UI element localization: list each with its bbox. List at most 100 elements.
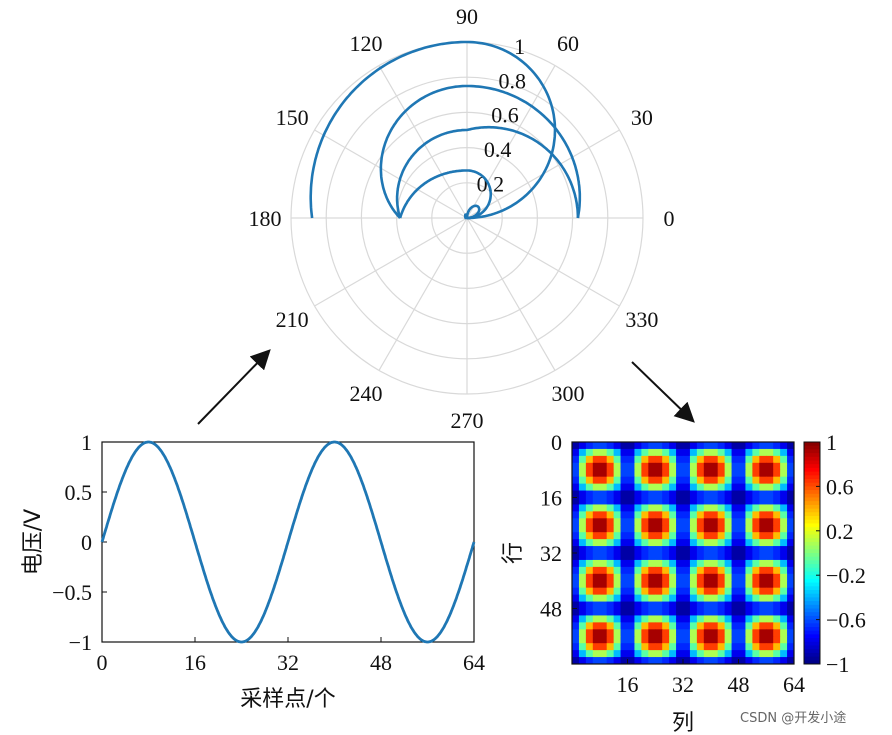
heatmap-cell — [655, 629, 663, 637]
heatmap-cell — [634, 580, 642, 589]
heatmap-cell — [648, 622, 656, 630]
heatmap-cell — [787, 476, 795, 485]
heatmap-cell — [572, 601, 580, 609]
heatmap-cell — [648, 636, 656, 644]
heatmap-cell — [627, 580, 635, 589]
heatmap-cell — [578, 573, 587, 582]
heatmap-cell — [572, 615, 580, 623]
heatmap-cell — [717, 553, 726, 561]
heatmap-cell — [606, 587, 615, 596]
heatmap-cell — [592, 566, 601, 575]
heatmap-cell — [634, 448, 642, 457]
heatmap-cell — [592, 636, 601, 644]
heatmap-cell — [634, 615, 642, 623]
heatmap-cell — [738, 483, 746, 491]
heatmap-cell — [703, 532, 712, 540]
heatmap-cell — [731, 546, 739, 554]
heatmap-cell — [738, 497, 746, 505]
heatmap-cell — [717, 511, 726, 519]
heatmap-cell — [766, 553, 774, 561]
polar-series-inner-b — [398, 169, 493, 220]
heatmap-cell — [696, 559, 705, 568]
heatmap-cell — [648, 643, 656, 651]
heatmap-cell — [662, 636, 670, 644]
colorbar-segment — [804, 571, 820, 576]
heatmap-x-tick-label: 16 — [617, 672, 639, 697]
heatmap-cell — [627, 525, 635, 533]
heatmap-cell — [572, 594, 580, 602]
heatmap-cell — [703, 469, 712, 478]
colorbar-segment — [804, 512, 820, 517]
heatmap-cell — [773, 587, 781, 596]
heatmap-cell — [689, 608, 698, 616]
heatmap-cell — [696, 573, 705, 582]
heatmap-cell — [662, 504, 670, 512]
heatmap-cell — [745, 448, 753, 457]
heatmap-cell — [683, 483, 691, 491]
heatmap-cell — [648, 455, 656, 464]
heatmap-cell — [662, 518, 670, 526]
heatmap-cell — [731, 490, 739, 498]
heatmap-cell — [592, 448, 601, 457]
heatmap-cell — [724, 601, 732, 609]
heatmap-cell — [578, 532, 587, 540]
heatmap-cell — [627, 442, 635, 450]
heatmap-cell — [599, 608, 608, 616]
colorbar-segment — [804, 527, 820, 532]
heatmap-cell — [703, 587, 712, 596]
y-tick-label: 1 — [81, 430, 92, 455]
heatmap-cell — [745, 580, 753, 589]
heatmap-cell — [592, 518, 601, 526]
heatmap-cell — [662, 615, 670, 623]
heatmap-cell — [683, 455, 691, 464]
heatmap-cell — [620, 643, 628, 651]
heatmap-cell — [731, 566, 739, 575]
heatmap-cell — [572, 476, 580, 485]
heatmap-cell — [752, 573, 760, 582]
heatmap-cell — [683, 580, 691, 589]
polar-grid-spoke — [314, 129, 468, 219]
heatmap-cell — [572, 587, 580, 596]
heatmap-cell — [689, 580, 698, 589]
heatmap-cell — [585, 518, 594, 526]
heatmap-cell — [613, 643, 621, 651]
heatmap-cell — [738, 504, 746, 512]
heatmap-cell — [641, 587, 649, 596]
heatmap-cell — [766, 469, 774, 478]
heatmap-cell — [759, 525, 767, 533]
heatmap-cell — [759, 532, 767, 540]
heatmap-cell — [620, 608, 628, 616]
heatmap-cell — [724, 559, 732, 568]
x-axis-label: 采样点/个 — [240, 687, 335, 712]
heatmap-cell — [710, 636, 719, 644]
heatmap-cell — [599, 469, 608, 478]
heatmap-cell — [710, 594, 719, 602]
heatmap-cell — [717, 504, 726, 512]
heatmap-cell — [689, 462, 698, 471]
heatmap-cell — [599, 629, 608, 637]
colorbar-segment — [804, 578, 820, 584]
heatmap-cell — [676, 608, 684, 616]
heatmap-cell — [578, 615, 587, 623]
heatmap-cell — [717, 573, 726, 582]
heatmap-cell — [676, 455, 684, 464]
heatmap-cell — [731, 476, 739, 485]
heatmap-cell — [578, 657, 587, 665]
heatmap-cell — [745, 636, 753, 644]
heatmap-cell — [627, 511, 635, 519]
heatmap-cell — [752, 511, 760, 519]
heatmap-cell — [703, 650, 712, 658]
heatmap-cell — [759, 650, 767, 658]
heatmap-cell — [613, 532, 621, 540]
heatmap-cell — [599, 476, 608, 485]
heatmap-cell — [683, 525, 691, 533]
heatmap-cell — [787, 448, 795, 457]
heatmap-cell — [710, 532, 719, 540]
heatmap-cell — [578, 622, 587, 630]
heatmap-cell — [703, 643, 712, 651]
heatmap-cell — [599, 566, 608, 575]
heatmap-cell — [787, 518, 795, 526]
heatmap-cell — [655, 566, 663, 575]
heatmap-cell — [738, 490, 746, 498]
heatmap-cell — [578, 587, 587, 596]
